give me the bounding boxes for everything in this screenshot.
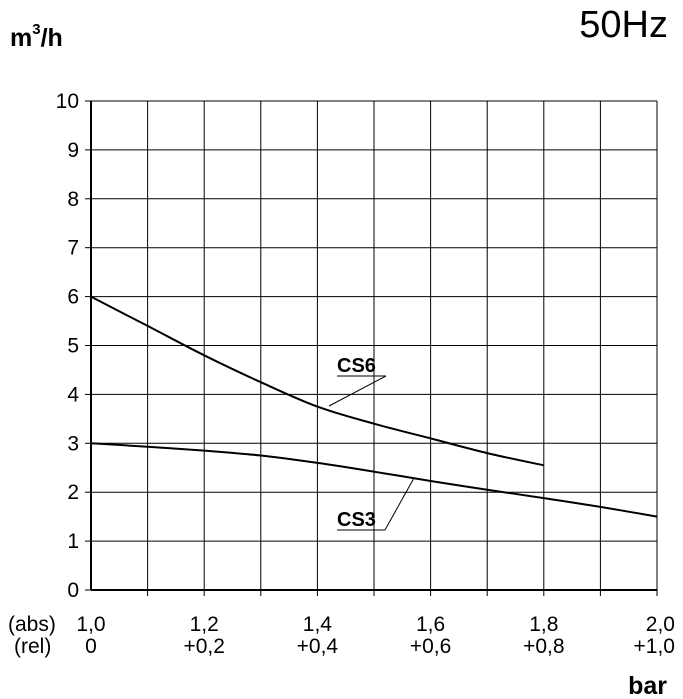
series-label-cs6: CS6 xyxy=(337,355,376,377)
y-tick-label: 6 xyxy=(67,286,79,309)
x-tick-label-abs: 2,0 xyxy=(646,613,675,636)
y-tick-label: 3 xyxy=(67,432,79,455)
x-tick-label-abs: 1,6 xyxy=(416,613,445,636)
x-tick-label-abs: 1,4 xyxy=(303,613,333,636)
y-tick-label: 1 xyxy=(67,530,79,553)
tick-labels: 0123456789101,001,2+0,21,4+0,41,6+0,61,8… xyxy=(56,90,675,658)
x-tick-label-rel: +0,6 xyxy=(410,635,451,658)
y-tick-label: 5 xyxy=(67,335,79,358)
x-axis-abs-label: (abs) xyxy=(8,613,56,636)
x-tick-label-rel: 0 xyxy=(85,635,97,658)
series-lines xyxy=(90,295,658,518)
series-label-cs3: CS3 xyxy=(337,509,376,531)
x-tick-label-rel: +0,4 xyxy=(297,635,339,658)
series-label-leader xyxy=(384,477,415,531)
series-line-cs6 xyxy=(90,295,545,467)
y-tick-label: 7 xyxy=(67,237,79,260)
axes xyxy=(85,100,658,596)
x-tick-label-abs: 1,2 xyxy=(190,613,219,636)
frequency-label: 50Hz xyxy=(579,4,668,46)
y-tick-label: 9 xyxy=(67,139,79,162)
x-tick-label-rel: +0,8 xyxy=(523,635,564,658)
x-tick-label-abs: 1,0 xyxy=(76,613,105,636)
grid-lines xyxy=(91,100,658,590)
y-tick-label: 10 xyxy=(56,90,79,113)
x-axis-rel-label: (rel) xyxy=(14,635,51,658)
y-tick-label: 4 xyxy=(67,383,79,406)
x-tick-label-rel: +0,2 xyxy=(183,635,224,658)
x-tick-label-abs: 1,8 xyxy=(529,613,558,636)
y-tick-label: 8 xyxy=(67,188,79,211)
y-axis-label: m3/h xyxy=(10,21,63,52)
x-tick-label-rel: +1,0 xyxy=(634,635,675,658)
x-axis-label: bar xyxy=(628,672,667,699)
y-tick-label: 2 xyxy=(67,481,79,504)
series-labels: CS6 CS3 xyxy=(328,355,415,531)
y-tick-label: 0 xyxy=(67,579,79,602)
series-line-cs3 xyxy=(90,442,658,518)
series-label-leader xyxy=(328,375,387,407)
